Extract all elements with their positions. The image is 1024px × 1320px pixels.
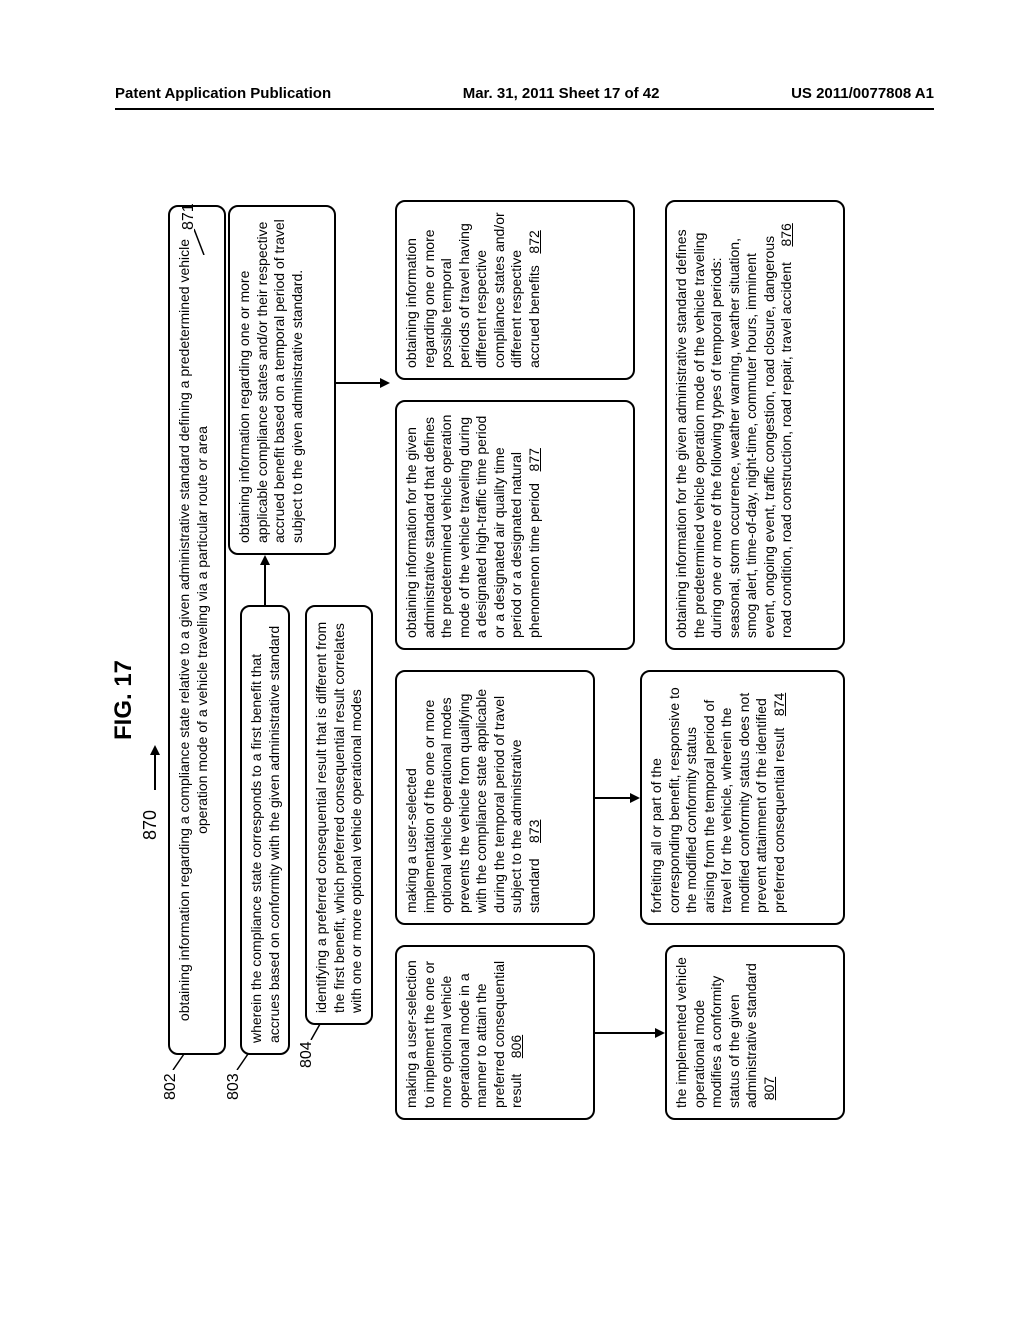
ref-802: 802: [162, 1073, 180, 1100]
ref-876: 876: [778, 223, 794, 246]
ref-807: 807: [761, 1077, 777, 1100]
box-803-text: wherein the compliance state corresponds…: [248, 626, 282, 1043]
box-802-text: obtaining information regarding a compli…: [176, 239, 210, 1021]
box-877: obtaining information for the given admi…: [395, 400, 635, 650]
box-874-text: forfeiting all or part of the correspond…: [648, 687, 787, 913]
box-873-text: making a user-selected implementation of…: [403, 689, 542, 913]
box-807-text: the implemented vehicle operational mode…: [673, 957, 759, 1108]
box-804: identifying a preferred consequential re…: [305, 605, 373, 1025]
header-rule: [115, 108, 934, 110]
ref-870: 870: [140, 810, 161, 840]
ref-806: 806: [508, 1035, 524, 1058]
ref-803: 803: [225, 1073, 243, 1100]
box-877-text: obtaining information for the given admi…: [403, 415, 542, 638]
box-803: wherein the compliance state corresponds…: [240, 605, 290, 1055]
ref-873: 873: [526, 820, 542, 843]
box-804-text: identifying a preferred consequential re…: [313, 622, 364, 1013]
ref-804: 804: [298, 1041, 316, 1068]
header-right: US 2011/0077808 A1: [791, 85, 934, 104]
box-806: making a user-selection to implement the…: [395, 945, 595, 1120]
ref-874: 874: [771, 693, 787, 716]
box-873: making a user-selected implementation of…: [395, 670, 595, 925]
box-872: obtaining information regarding one or m…: [395, 200, 635, 380]
arrow-871-down: [336, 376, 390, 390]
arrow-803-871: [258, 555, 272, 605]
box-872-text: obtaining information regarding one or m…: [403, 212, 542, 368]
arrow-873-874: [595, 791, 640, 805]
header-center: Mar. 31, 2011 Sheet 17 of 42: [463, 85, 660, 104]
arrow-870: [148, 745, 160, 790]
box-871-text: obtaining information regarding one or m…: [236, 219, 305, 543]
box-876-text: obtaining information for the given admi…: [673, 229, 794, 638]
box-802: obtaining information regarding a compli…: [168, 205, 226, 1055]
arrow-806-807: [595, 1026, 665, 1040]
box-871: obtaining information regarding one or m…: [228, 205, 336, 555]
box-876: obtaining information for the given admi…: [665, 200, 845, 650]
ref-872: 872: [526, 230, 542, 253]
ref-871: 871: [180, 203, 198, 230]
ref-877: 877: [526, 448, 542, 471]
box-807: the implemented vehicle operational mode…: [665, 945, 845, 1120]
figure-label: FIG. 17: [110, 660, 138, 740]
box-806-text: making a user-selection to implement the…: [403, 960, 524, 1108]
box-874: forfeiting all or part of the correspond…: [640, 670, 845, 925]
diagram: FIG. 17 870 obtaining information regard…: [120, 190, 910, 1160]
header-left: Patent Application Publication: [115, 85, 331, 104]
